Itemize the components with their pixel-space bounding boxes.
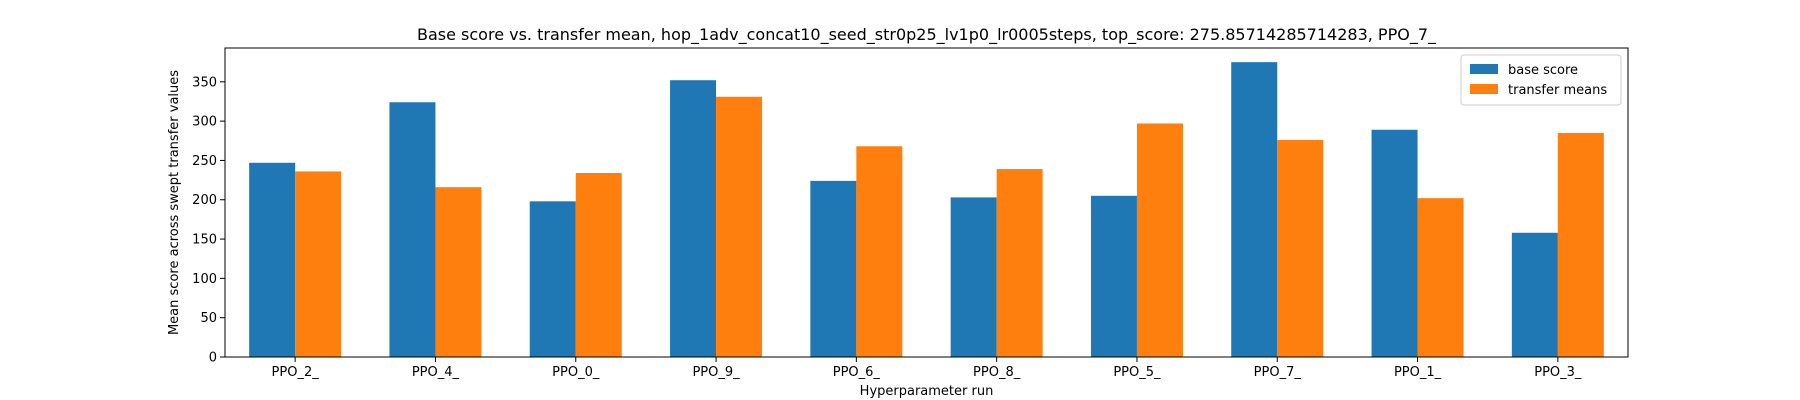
bar-transfer-means-ppo_0	[575, 173, 622, 357]
bar-transfer-means-ppo_2	[295, 171, 342, 357]
bar-base-score-ppo_8	[950, 197, 997, 357]
legend-swatch	[1470, 64, 1498, 74]
x-tick-label: PPO_7_	[1254, 365, 1302, 380]
legend-entry: transfer means	[1508, 83, 1607, 98]
bar-base-score-ppo_1	[1371, 129, 1418, 357]
bar-transfer-means-ppo_3	[1557, 132, 1604, 357]
bar-transfer-means-ppo_8	[996, 169, 1043, 357]
x-tick-label: PPO_4_	[412, 365, 460, 380]
x-tick-label: PPO_8_	[973, 365, 1021, 380]
bar-transfer-means-ppo_5	[1136, 123, 1183, 357]
y-tick-label: 0	[209, 351, 217, 366]
x-axis: PPO_2_ PPO_4_ PPO_0_ PPO_9_ PPO_6_ PPO_8_ PPO_…	[272, 357, 1582, 380]
legend-box	[1460, 54, 1622, 106]
bar-base-score-ppo_9	[670, 80, 717, 358]
plot-area	[224, 47, 1629, 358]
x-axis-label: Hyperparameter run	[860, 384, 994, 399]
legend: base score transfer means	[1460, 54, 1622, 106]
y-tick-label: 50	[200, 311, 217, 326]
x-tick-label: PPO_1_	[1394, 365, 1442, 380]
x-tick-label: PPO_0_	[552, 365, 600, 380]
y-tick-label: 300	[192, 115, 217, 130]
x-tick-label: PPO_2_	[272, 365, 320, 380]
x-tick-label: PPO_3_	[1534, 365, 1582, 380]
bar-transfer-means-ppo_6	[856, 146, 903, 357]
y-axis-label: Mean score across swept transfer values	[167, 70, 182, 335]
bar-base-score-ppo_2	[249, 162, 296, 357]
legend-swatch	[1470, 84, 1498, 94]
bar-base-score-ppo_3	[1511, 232, 1558, 357]
x-tick-label: PPO_5_	[1113, 365, 1161, 380]
y-tick-label: 250	[192, 154, 217, 169]
x-tick-label: PPO_6_	[833, 365, 881, 380]
y-tick-label: 200	[192, 193, 217, 208]
chart-title: Base score vs. transfer mean, hop_1adv_c…	[417, 25, 1437, 45]
bar-base-score-ppo_5	[1090, 195, 1137, 357]
y-tick-label: 350	[192, 75, 217, 90]
bar-transfer-means-ppo_7	[1277, 139, 1324, 357]
bar-transfer-means-ppo_9	[716, 96, 763, 357]
bar-base-score-ppo_0	[529, 201, 576, 357]
y-axis: 0 50 100 150 200 250 300 350	[192, 75, 225, 366]
bar-base-score-ppo_7	[1231, 62, 1278, 357]
bar-base-score-ppo_4	[389, 102, 436, 357]
plot-frame	[224, 47, 1629, 358]
bar-transfer-means-ppo_4	[435, 187, 482, 357]
y-tick-label: 100	[192, 272, 217, 287]
y-tick-label: 150	[192, 233, 217, 248]
bar-base-score-ppo_6	[810, 180, 857, 357]
legend-entry: base score	[1508, 63, 1578, 78]
bar-transfer-means-ppo_1	[1417, 198, 1464, 357]
x-tick-label: PPO_9_	[692, 365, 740, 380]
